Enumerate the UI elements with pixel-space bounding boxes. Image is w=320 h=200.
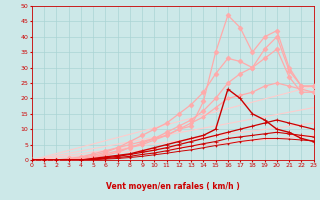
X-axis label: Vent moyen/en rafales ( km/h ): Vent moyen/en rafales ( km/h ) bbox=[106, 182, 240, 191]
